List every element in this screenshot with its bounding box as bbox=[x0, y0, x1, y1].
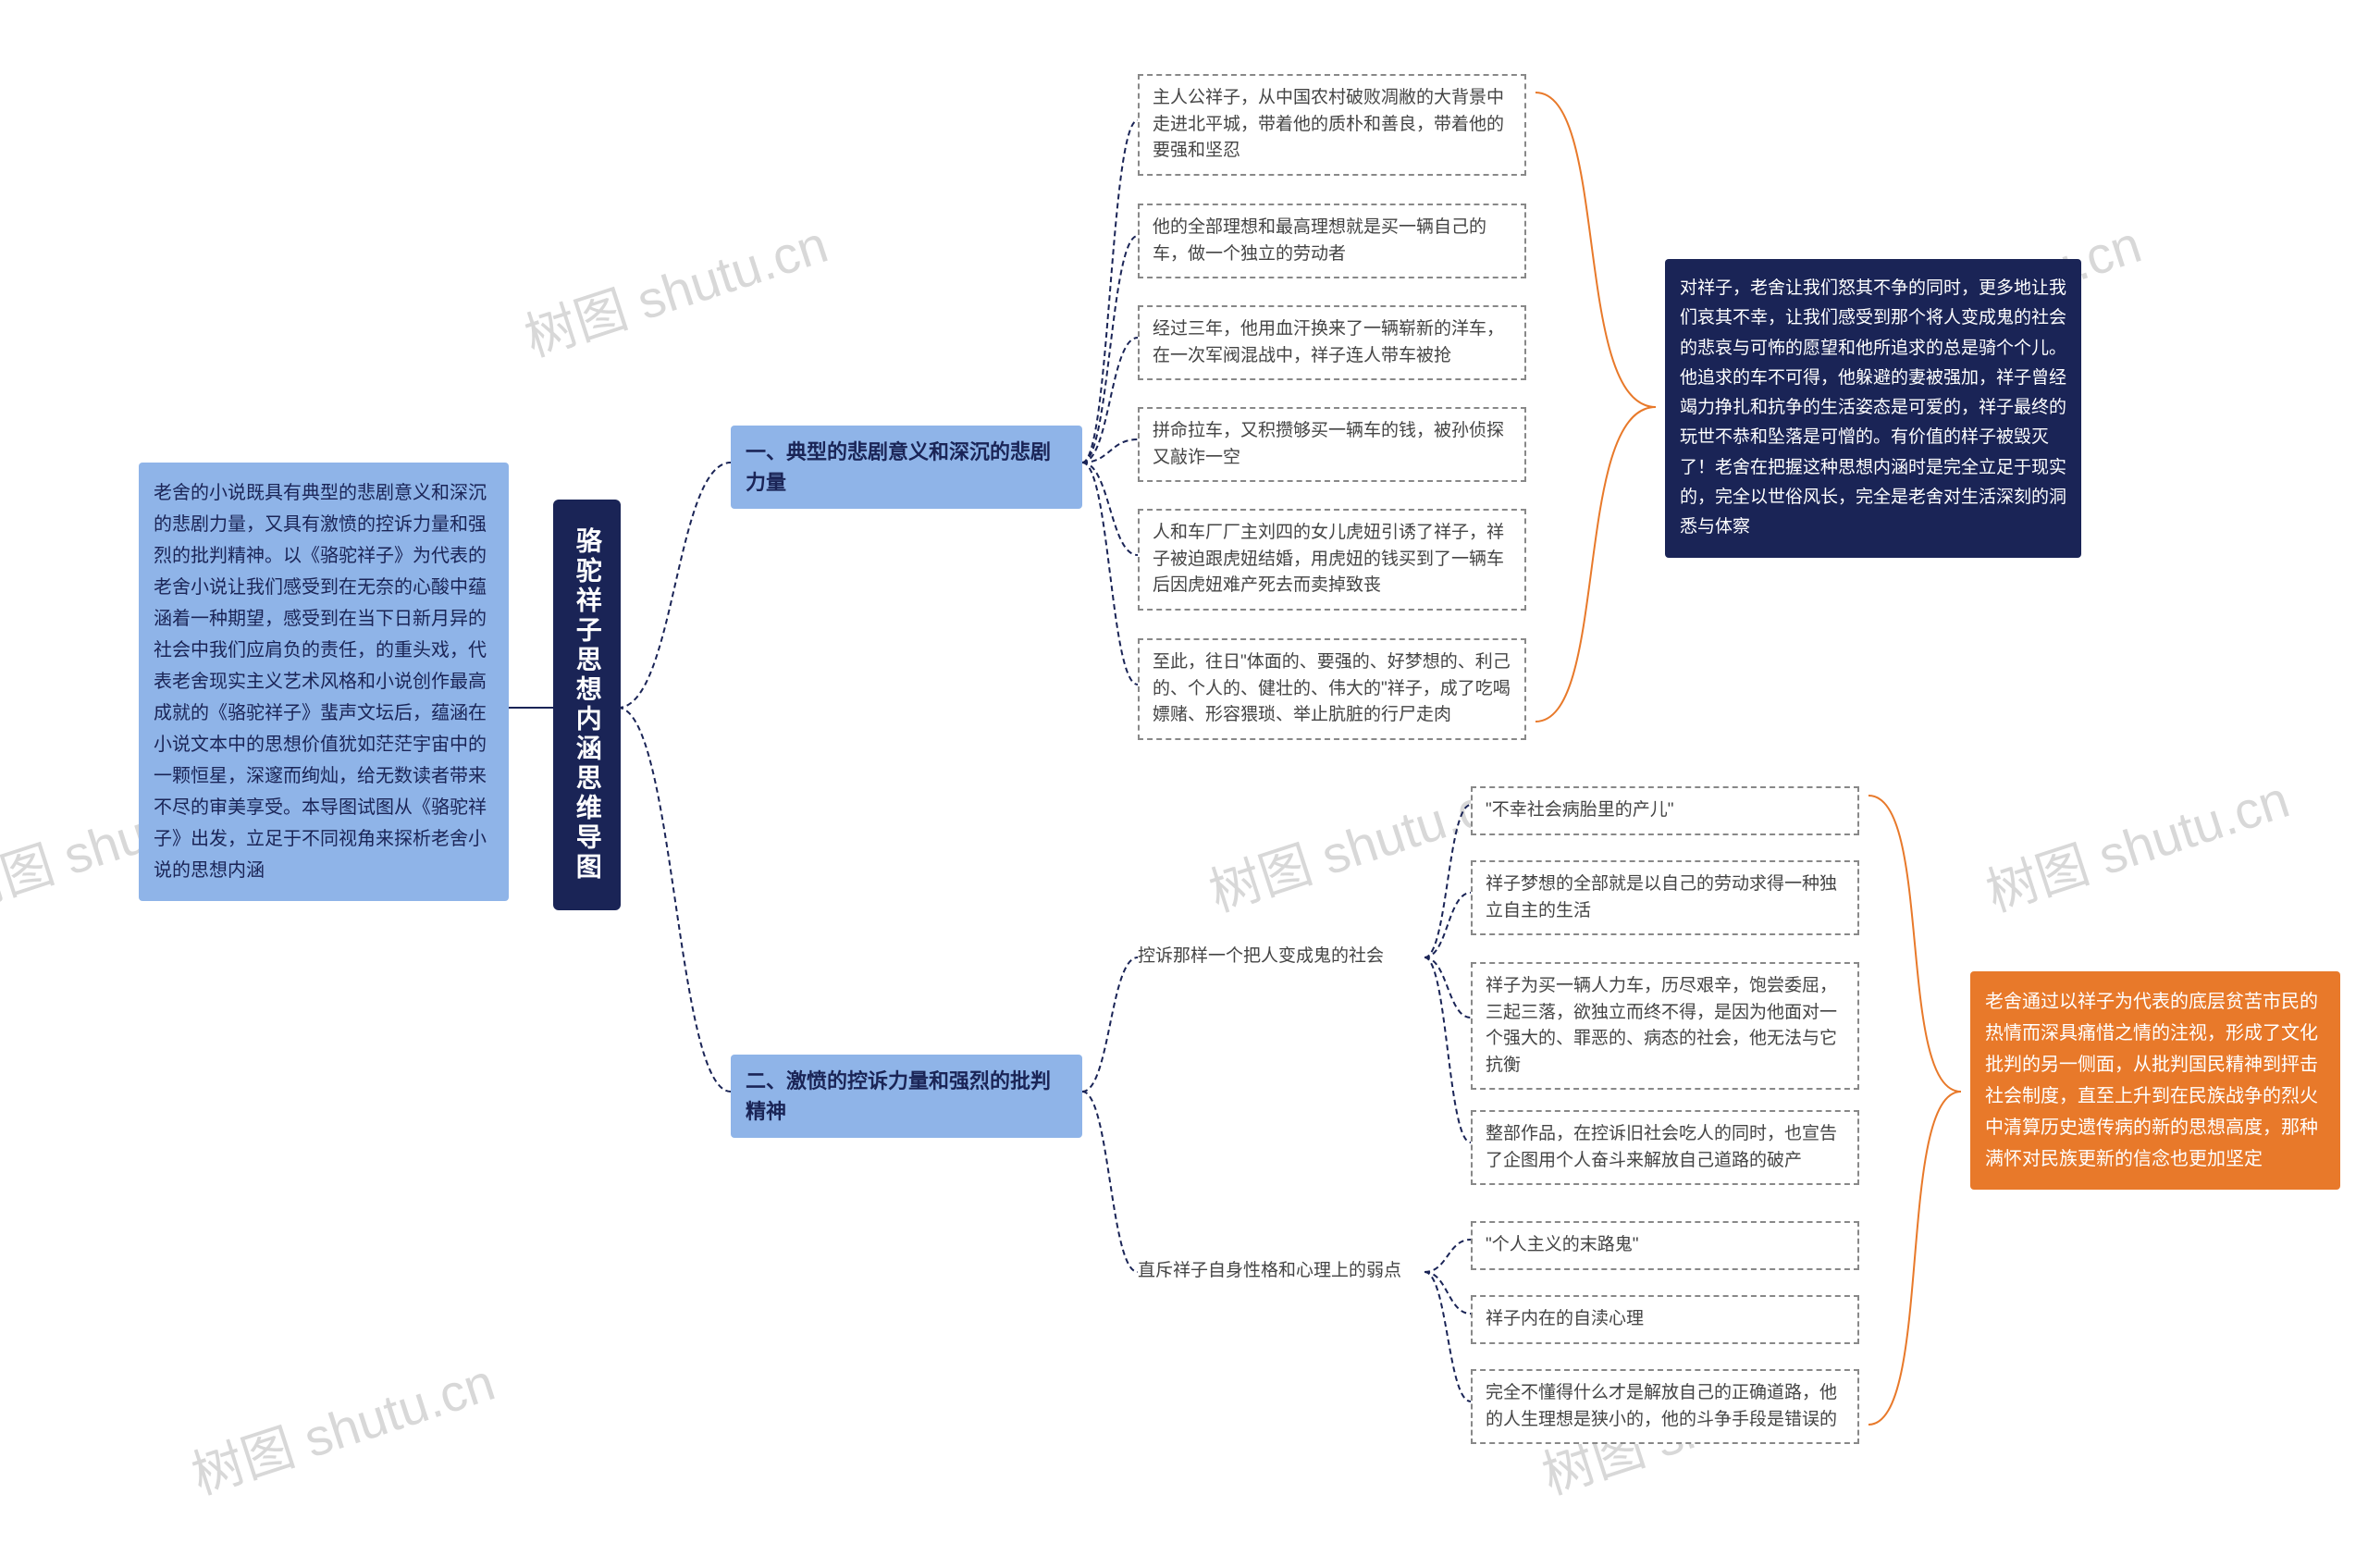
b1-leaf-1: 他的全部理想和最高理想就是买一辆自己的车，做一个独立的劳动者 bbox=[1138, 204, 1526, 278]
branch-2: 二、激愤的控诉力量和强烈的批判精神 bbox=[731, 1055, 1082, 1138]
b1-summary: 对祥子，老舍让我们怒其不争的同时，更多地让我们哀其不幸，让我们感受到那个将人变成… bbox=[1665, 259, 2081, 558]
watermark: 树图 shutu.cn bbox=[1976, 759, 2298, 927]
b2-sub1-leaf-2: 祥子为买一辆人力车，历尽艰辛，饱尝委屈，三起三落，欲独立而终不得，是因为他面对一… bbox=[1471, 962, 1859, 1090]
watermark: 树图 shutu.cn bbox=[181, 1341, 503, 1510]
b1-leaf-0: 主人公祥子，从中国农村破败凋敝的大背景中走进北平城，带着他的质朴和善良，带着他的… bbox=[1138, 74, 1526, 176]
b2-sub1-leaf-1: 祥子梦想的全部就是以自己的劳动求得一种独立自主的生活 bbox=[1471, 860, 1859, 935]
b1-leaf-4: 人和车厂厂主刘四的女儿虎妞引诱了祥子，祥子被迫跟虎妞结婚，用虎妞的钱买到了一辆车… bbox=[1138, 509, 1526, 611]
b2-sub1-leaf-0: "不幸社会病胎里的产儿" bbox=[1471, 786, 1859, 835]
b1-leaf-3: 拼命拉车，又积攒够买一辆车的钱，被孙侦探又敲诈一空 bbox=[1138, 407, 1526, 482]
watermark: 树图 shutu.cn bbox=[514, 204, 836, 372]
b1-leaf-5: 至此，往日"体面的、要强的、好梦想的、利己的、个人的、健壮的、伟大的"祥子，成了… bbox=[1138, 638, 1526, 740]
root-title: 骆驼祥子思想内涵思维导图 bbox=[553, 500, 621, 910]
intro-text: 老舍的小说既具有典型的悲剧意义和深沉的悲剧力量，又具有激愤的控诉力量和强烈的批判… bbox=[139, 463, 509, 901]
b1-leaf-2: 经过三年，他用血汗换来了一辆崭新的洋车，在一次军阀混战中，祥子连人带车被抢 bbox=[1138, 305, 1526, 380]
b2-sub2-leaf-1: 祥子内在的自渎心理 bbox=[1471, 1295, 1859, 1344]
b2-sub2: 直斥祥子自身性格和心理上的弱点 bbox=[1138, 1258, 1424, 1285]
b2-sub1: 控诉那样一个把人变成鬼的社会 bbox=[1138, 944, 1424, 970]
b2-sub2-leaf-0: "个人主义的末路鬼" bbox=[1471, 1221, 1859, 1270]
branch-1: 一、典型的悲剧意义和深沉的悲剧力量 bbox=[731, 426, 1082, 509]
b2-sub2-leaf-2: 完全不懂得什么才是解放自己的正确道路，他的人生理想是狭小的，他的斗争手段是错误的 bbox=[1471, 1369, 1859, 1444]
b2-summary: 老舍通过以祥子为代表的底层贫苦市民的热情而深具痛惜之情的注视，形成了文化批判的另… bbox=[1970, 971, 2340, 1190]
b2-sub1-leaf-3: 整部作品，在控诉旧社会吃人的同时，也宣告了企图用个人奋斗来解放自己道路的破产 bbox=[1471, 1110, 1859, 1185]
